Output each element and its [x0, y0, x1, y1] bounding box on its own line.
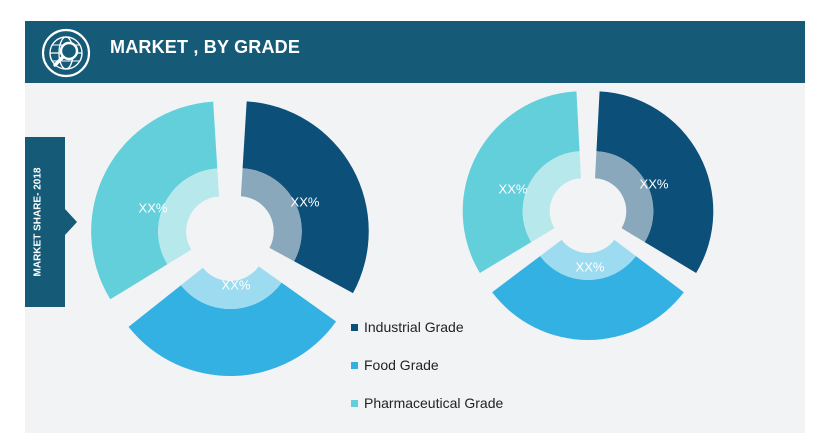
chart1-data-label-industrial: XX% [291, 194, 320, 209]
globe-magnifier-icon [41, 28, 91, 78]
legend-swatch-pharmaceutical [351, 399, 358, 407]
chart1-data-label-food: XX% [222, 277, 251, 292]
legend-label: Industrial Grade [364, 319, 464, 335]
header-bar [25, 21, 805, 83]
chart1-inner-ring-food [180, 266, 282, 309]
chart1-slice-industrial [242, 101, 369, 294]
legend-swatch-food [351, 361, 358, 369]
legend-label: Food Grade [364, 357, 439, 373]
chart2-inner-ring-pharmaceutical [522, 151, 581, 243]
legend-label: Pharmaceutical Grade [364, 395, 504, 411]
legend-item-industrial-grade: Industrial Grade [351, 308, 503, 346]
chart2-slice-pharmaceutical [462, 91, 580, 273]
chart1-data-label-pharmaceutical: XX% [139, 200, 168, 215]
chart1-inner-ring-pharmaceutical [158, 168, 219, 265]
side-tab [25, 137, 77, 307]
chart2-inner-ring-food [540, 239, 636, 281]
chart1-slice-pharmaceutical [91, 101, 218, 300]
chart2-slice-industrial [596, 91, 714, 273]
chart-legend: Industrial Grade Food Grade Pharmaceutic… [351, 308, 503, 422]
page-title: MARKET , BY GRADE [110, 37, 301, 57]
chart2-data-label-pharmaceutical: XX% [499, 181, 528, 196]
chart2-data-label-food: XX% [576, 259, 605, 274]
chart1-slice-food [128, 282, 337, 376]
legend-swatch-industrial [351, 323, 358, 331]
chart1-inner-ring-industrial [240, 168, 302, 262]
legend-item-food-grade: Food Grade [351, 346, 503, 384]
chart2-slice-food [492, 256, 684, 340]
chart2-data-label-industrial: XX% [640, 176, 669, 191]
legend-item-pharmaceutical-grade: Pharmaceutical Grade [351, 384, 503, 422]
chart2-inner-ring-industrial [595, 151, 654, 243]
